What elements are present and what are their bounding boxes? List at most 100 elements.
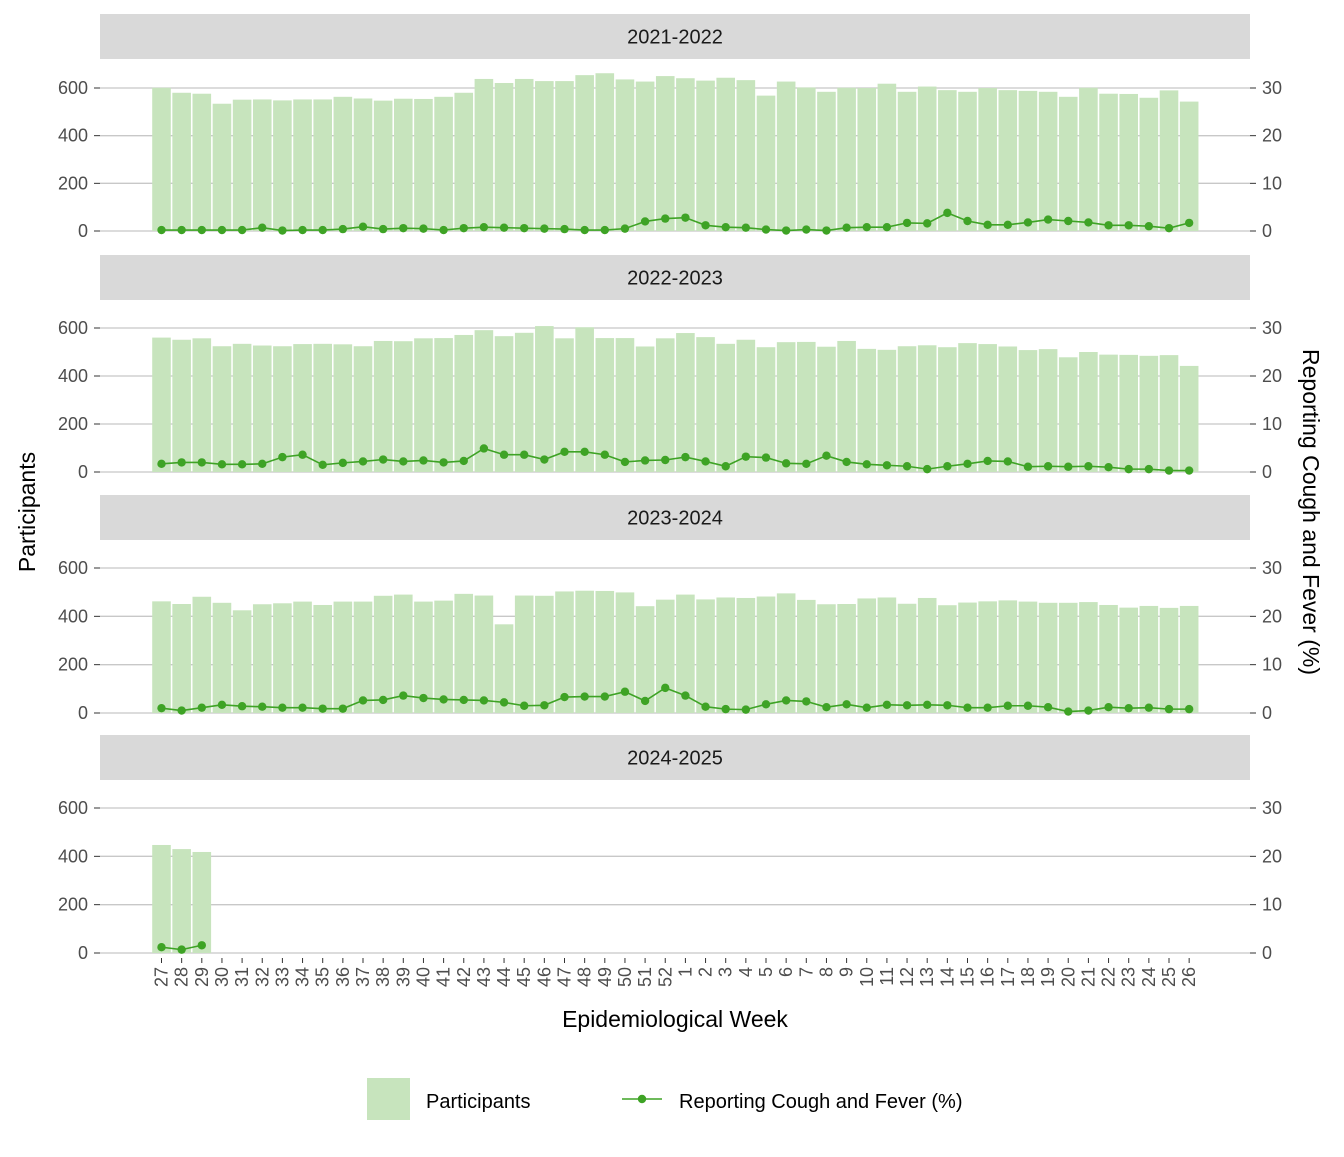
bar-participants bbox=[535, 595, 554, 713]
point-cough-fever bbox=[1144, 703, 1154, 712]
legend-label-participants: Participants bbox=[426, 1091, 531, 1113]
point-cough-fever bbox=[540, 224, 549, 233]
bar-participants bbox=[938, 90, 957, 232]
x-tick-label: 31 bbox=[232, 967, 252, 987]
x-tick-label: 49 bbox=[595, 967, 615, 987]
point-cough-fever bbox=[923, 700, 932, 709]
bar-participants bbox=[555, 81, 574, 231]
bar-participants bbox=[575, 590, 594, 713]
line-cough-fever bbox=[161, 686, 1190, 713]
bar-participants bbox=[817, 604, 836, 713]
bar-participants bbox=[172, 92, 191, 232]
x-tick-label: 28 bbox=[172, 967, 192, 987]
bar-participants bbox=[333, 344, 353, 472]
point-cough-fever bbox=[560, 224, 569, 234]
point-cough-fever bbox=[358, 222, 368, 231]
bar-participants bbox=[958, 602, 977, 713]
y-left-tick-label: 0 bbox=[78, 462, 88, 482]
x-tick-label: 50 bbox=[615, 967, 635, 987]
x-tick-label: 35 bbox=[313, 967, 333, 987]
bar-participants bbox=[1079, 87, 1098, 232]
bar-participants bbox=[978, 601, 997, 713]
y-left-tick-label: 600 bbox=[58, 558, 88, 578]
point-cough-fever bbox=[1003, 457, 1012, 466]
point-cough-fever bbox=[540, 701, 549, 710]
legend: Participants Reporting Cough and Fever (%… bbox=[367, 1078, 962, 1120]
point-cough-fever bbox=[378, 695, 388, 705]
y-left-tick-label: 400 bbox=[58, 606, 88, 626]
point-cough-fever bbox=[701, 702, 710, 711]
x-tick-label: 22 bbox=[1099, 967, 1119, 987]
y-right-tick-label: 30 bbox=[1262, 78, 1282, 98]
point-cough-fever bbox=[157, 459, 166, 469]
bar-participants bbox=[635, 346, 655, 472]
y-right-tick-label: 20 bbox=[1262, 366, 1282, 386]
bar-participants bbox=[1139, 605, 1159, 713]
bar-participants bbox=[192, 851, 212, 953]
bar-participants bbox=[756, 347, 776, 472]
point-cough-fever bbox=[761, 700, 771, 709]
bar-participants bbox=[434, 600, 453, 713]
point-cough-fever bbox=[1064, 462, 1073, 471]
bar-participants bbox=[192, 93, 212, 231]
bar-participants bbox=[293, 601, 312, 713]
x-tick-label: 19 bbox=[1038, 967, 1058, 987]
bar-participants bbox=[1058, 96, 1078, 232]
bar-participants bbox=[252, 99, 272, 231]
y-left-tick-label: 600 bbox=[58, 318, 88, 338]
point-cough-fever bbox=[479, 696, 489, 705]
bar-participants bbox=[797, 341, 816, 472]
x-tick-label: 6 bbox=[776, 967, 796, 977]
point-cough-fever bbox=[499, 223, 509, 232]
y-left-tick-label: 400 bbox=[58, 126, 88, 146]
y-left-tick-label: 400 bbox=[58, 846, 88, 866]
x-tick-label: 39 bbox=[393, 967, 413, 987]
bar-participants bbox=[917, 597, 937, 713]
x-tick-label: 52 bbox=[655, 967, 675, 987]
point-cough-fever bbox=[721, 704, 730, 714]
bar-participants bbox=[1099, 604, 1118, 713]
point-cough-fever bbox=[681, 452, 690, 462]
bar-participants bbox=[313, 99, 332, 231]
point-cough-fever bbox=[1124, 703, 1133, 713]
bar-participants bbox=[1119, 607, 1138, 713]
bar-participants bbox=[192, 338, 212, 472]
y-left-tick-label: 200 bbox=[58, 414, 88, 434]
point-cough-fever bbox=[681, 213, 690, 222]
point-cough-fever bbox=[1043, 215, 1053, 224]
bar-participants bbox=[1018, 90, 1038, 231]
bar-participants bbox=[696, 80, 715, 231]
x-tick-label: 23 bbox=[1119, 967, 1139, 987]
bar-participants bbox=[1079, 602, 1098, 713]
point-cough-fever bbox=[923, 464, 932, 474]
x-tick-label: 33 bbox=[272, 967, 292, 987]
point-cough-fever bbox=[298, 450, 307, 459]
facet-strip-label: 2024-2025 bbox=[627, 748, 723, 770]
bar-participants bbox=[232, 610, 252, 713]
y-right-tick-label: 20 bbox=[1262, 606, 1282, 626]
legend-point-key bbox=[637, 1094, 647, 1104]
point-cough-fever bbox=[1064, 707, 1073, 716]
bar-participants bbox=[1159, 90, 1179, 231]
point-cough-fever bbox=[157, 225, 166, 235]
facet-strip-label: 2023-2024 bbox=[627, 508, 723, 530]
point-cough-fever bbox=[1104, 463, 1113, 472]
y-right-tick-label: 0 bbox=[1262, 221, 1272, 241]
point-cough-fever bbox=[902, 701, 912, 710]
point-cough-fever bbox=[902, 462, 912, 471]
point-cough-fever bbox=[862, 222, 871, 232]
x-tick-label: 42 bbox=[454, 967, 474, 987]
bar-participants bbox=[1018, 601, 1038, 713]
bar-participants bbox=[776, 342, 796, 472]
bar-participants bbox=[857, 88, 877, 231]
x-tick-label: 51 bbox=[635, 967, 655, 987]
bar-participants bbox=[394, 594, 413, 713]
bar-participants bbox=[998, 600, 1018, 713]
facet-strip-label: 2022-2023 bbox=[627, 268, 723, 290]
y-right-tick-label: 10 bbox=[1262, 173, 1282, 193]
bar-participants bbox=[575, 327, 594, 472]
point-cough-fever bbox=[217, 700, 227, 709]
bar-participants bbox=[837, 340, 856, 472]
point-cough-fever bbox=[862, 703, 871, 712]
